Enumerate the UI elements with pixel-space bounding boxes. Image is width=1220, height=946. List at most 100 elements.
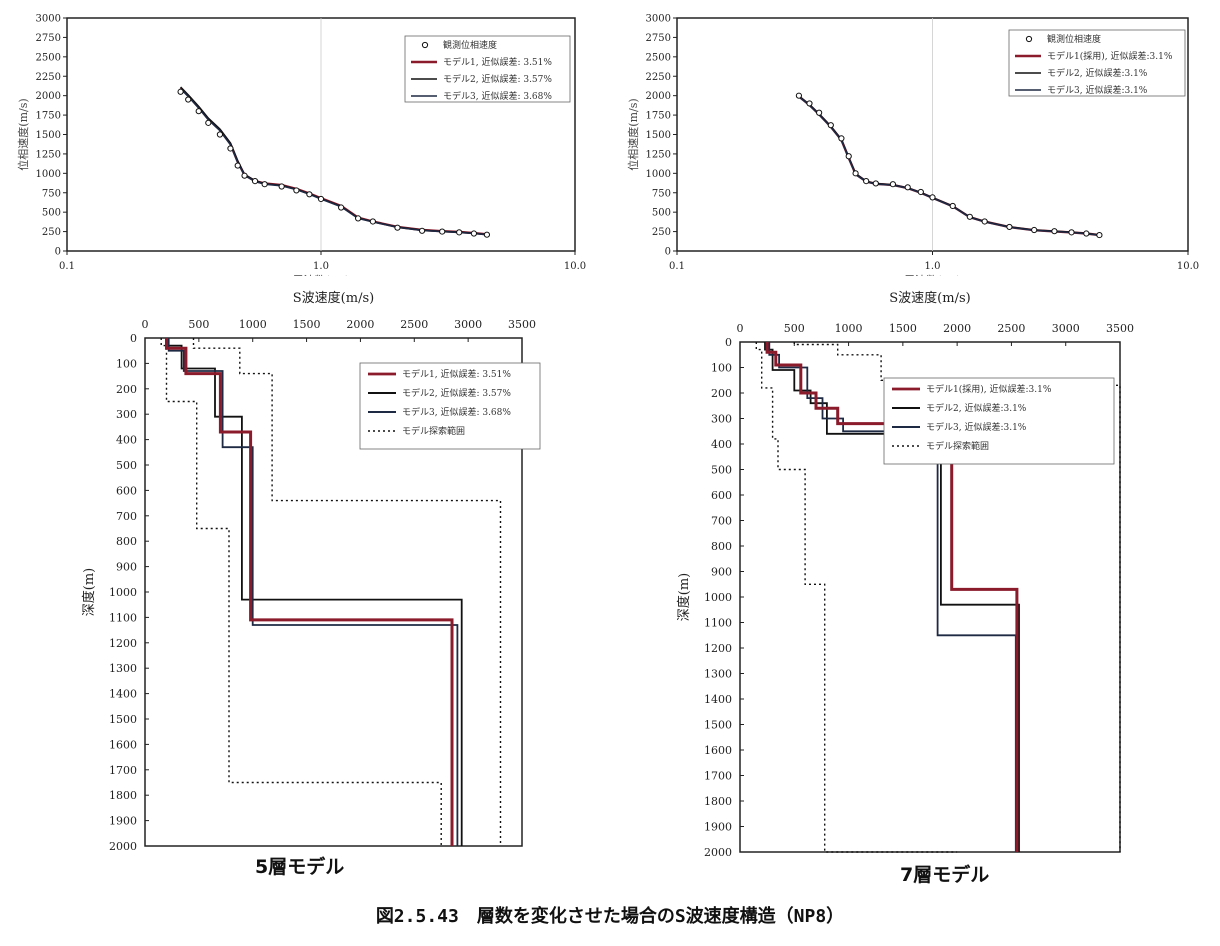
observed-point — [394, 224, 401, 231]
legend-label: モデル1(採用), 近似誤差:3.1% — [1047, 50, 1173, 62]
observed-point — [227, 145, 234, 152]
dispersion-chart-7layer: 0 250 500 750 1000 1250 1500 1750 2000 2250 2500 27… — [612, 6, 1210, 277]
y-tick-label: 750 — [652, 188, 671, 199]
y-tick-label: 2500 — [646, 52, 671, 63]
y-tick-label: 500 — [711, 464, 732, 477]
y-tick-label: 800 — [116, 535, 137, 548]
observed-point — [852, 170, 859, 177]
observed-point — [317, 195, 325, 203]
y-tick-label: 1300 — [109, 662, 137, 675]
x-tick-label: 1000 — [835, 322, 863, 335]
legend-label: モデル3, 近似誤差: 3.68% — [443, 90, 552, 102]
y-tick-label: 2250 — [646, 72, 671, 83]
observed-point — [872, 180, 879, 187]
observed-point — [795, 92, 803, 99]
observed-point — [838, 135, 845, 142]
x-tick-label: 0 — [142, 318, 149, 331]
x-tick-label: 1.0 — [925, 261, 941, 272]
observed-point — [293, 187, 300, 194]
y-tick-label: 2750 — [36, 33, 61, 44]
y-tick-label: 900 — [116, 561, 137, 574]
legend-marker-observed — [421, 41, 429, 49]
y-tick-label: 1500 — [646, 130, 671, 141]
y-tick-label: 250 — [652, 227, 671, 238]
observed-point — [816, 109, 823, 116]
y-tick-label: 1800 — [704, 795, 732, 808]
legend-box — [883, 377, 1115, 465]
search-range-max — [192, 338, 502, 846]
y-tick-label: 1000 — [646, 169, 671, 180]
y-tick-label: 1000 — [109, 586, 137, 599]
y-tick-label: 100 — [711, 362, 732, 375]
x-tick-label: 1.0 — [313, 261, 329, 272]
observed-point — [1096, 231, 1103, 239]
observed-point — [456, 229, 463, 236]
y-tick-label: 700 — [116, 510, 137, 523]
x-axis-title: S波速度(m/s) — [293, 290, 374, 306]
y-tick-label: 2750 — [646, 33, 671, 44]
x-tick-label: 1500 — [293, 318, 321, 331]
x-tick-label: 2500 — [400, 318, 428, 331]
observed-point — [355, 215, 362, 222]
x-tick-label: 10.0 — [564, 261, 586, 272]
observed-point — [1051, 228, 1058, 235]
y-tick-label: 3000 — [646, 14, 671, 25]
y-tick-label: 250 — [42, 227, 61, 238]
y-tick-label: 1800 — [109, 789, 137, 802]
x-tick-label: 3000 — [454, 318, 482, 331]
series-line — [798, 96, 1100, 236]
observed-point — [278, 183, 285, 190]
x-axis-title: S波速度(m/s) — [889, 290, 970, 306]
search-range-min — [160, 338, 442, 846]
y-tick-label: 1500 — [36, 130, 61, 141]
y-tick-label: 2000 — [109, 840, 137, 853]
y-tick-label: 0 — [665, 247, 671, 258]
x-tick-label: 2500 — [997, 322, 1025, 335]
dispersion-chart-7layer-svg: 0 250 500 750 1000 1250 1500 1750 2000 2250 2500 27… — [626, 14, 1199, 277]
x-tick-label: 10.0 — [1177, 261, 1199, 272]
legend-label: モデル1, 近似誤差: 3.51% — [443, 56, 552, 68]
figure-caption: 図2.5.43 層数を変化させた場合のS波速度構造（NP8） — [375, 906, 845, 927]
legend-label: 観測位相速度 — [443, 39, 497, 51]
observed-point — [439, 228, 446, 235]
observed-point — [827, 122, 834, 129]
observed-point — [966, 213, 973, 220]
x-tick-label: 3500 — [508, 318, 536, 331]
y-tick-label: 1700 — [704, 770, 732, 783]
observed-point — [929, 194, 936, 201]
x-tick-label: 500 — [188, 318, 209, 331]
y-tick-label: 1400 — [704, 693, 732, 706]
y-tick-label: 800 — [711, 540, 732, 553]
x-tick-label: 1000 — [239, 318, 267, 331]
x-tick-label: 2000 — [346, 318, 374, 331]
legend-label: モデル2, 近似誤差: 3.57% — [443, 73, 552, 85]
y-tick-label: 1750 — [36, 111, 61, 122]
observed-point — [845, 153, 852, 160]
observed-point — [863, 178, 870, 185]
search-range-min — [755, 342, 958, 853]
legend-label: モデル探索範囲 — [926, 440, 989, 452]
y-tick-label: 1600 — [704, 744, 732, 757]
y-tick-label: 300 — [116, 408, 137, 421]
y-tick-label: 1900 — [704, 821, 732, 834]
observed-point — [251, 178, 259, 185]
y-tick-label: 1250 — [646, 149, 671, 160]
y-tick-label: 300 — [711, 413, 732, 426]
dispersion-chart-5layer: 0 250 500 750 1000 1250 1500 1750 2000 2250 2500 27… — [10, 6, 600, 277]
y-tick-label: 1200 — [704, 642, 732, 655]
observed-point — [889, 181, 897, 188]
y-axis-title: 深度(m) — [81, 568, 97, 616]
observed-point — [195, 108, 202, 115]
y-tick-label: 2500 — [36, 52, 61, 63]
observed-point — [338, 204, 345, 211]
x-tick-label: 0 — [737, 322, 744, 335]
profile-series-1 — [165, 338, 454, 846]
y-tick-label: 600 — [116, 484, 137, 497]
y-tick-label: 0 — [55, 247, 61, 258]
y-tick-label: 750 — [42, 188, 61, 199]
y-tick-label: 200 — [711, 387, 732, 400]
y-tick-label: 1500 — [109, 713, 137, 726]
y-tick-label: 1900 — [109, 815, 137, 828]
x-tick-label: 3000 — [1052, 322, 1080, 335]
y-tick-label: 900 — [711, 566, 732, 579]
